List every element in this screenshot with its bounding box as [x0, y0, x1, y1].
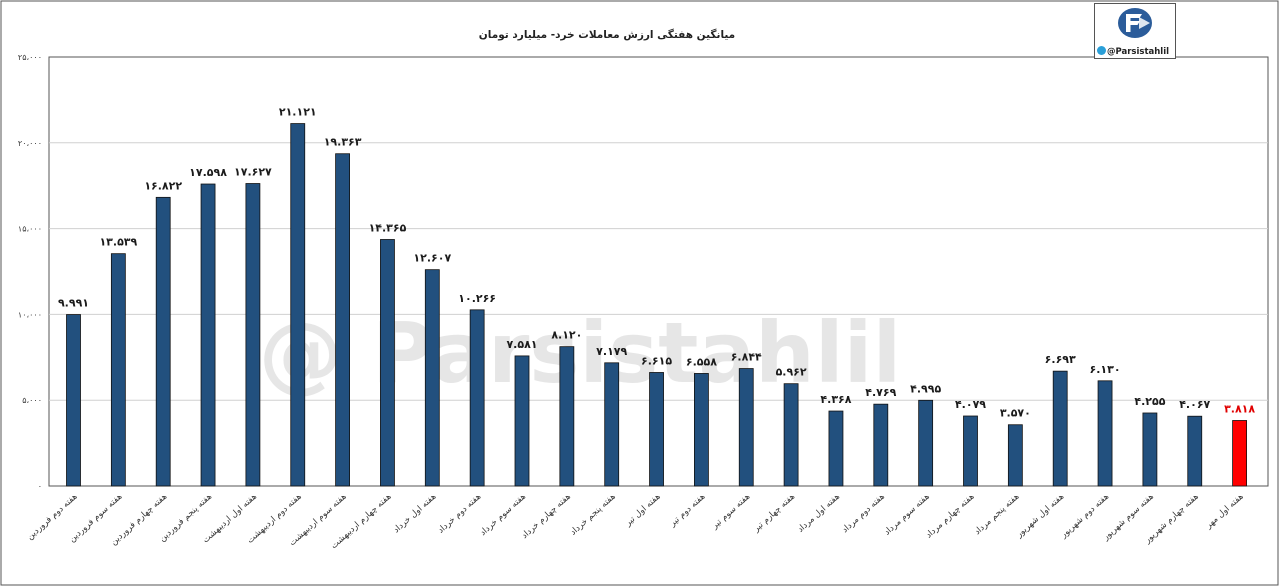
bar-data-label: ۱۰.۲۶۶ — [458, 292, 496, 305]
logo-handle: @Parsistahlil — [1097, 46, 1175, 57]
y-tick-label: ۲۰،۰۰۰ — [18, 139, 42, 148]
bar — [649, 372, 664, 487]
bar — [245, 183, 261, 487]
bar-data-label: ۶.۱۳۰ — [1090, 363, 1121, 376]
watermark: @ Parsistahlil — [259, 304, 901, 402]
bar-data-label: ۱۴.۳۶۵ — [369, 221, 407, 234]
bar-data-label: ۶.۶۱۵ — [641, 354, 672, 367]
bar — [200, 183, 216, 487]
bar — [918, 399, 934, 487]
bar — [469, 309, 485, 487]
logo-handle-text: @Parsistahlil — [1107, 47, 1170, 57]
bar — [1007, 424, 1023, 487]
parsistahlil-logo-icon — [1118, 8, 1152, 38]
logo: @Parsistahlil — [1094, 3, 1176, 59]
y-tick-label: ۲۵،۰۰۰ — [18, 53, 42, 62]
bar-data-label: ۱۶.۸۲۲ — [144, 179, 182, 192]
bar — [559, 346, 575, 487]
bar-data-label: ۴.۲۵۵ — [1134, 395, 1165, 408]
bar-data-label: ۳.۸۱۸ — [1224, 402, 1255, 415]
bar — [873, 403, 889, 487]
bar-data-label: ۲۱.۱۲۱ — [279, 106, 317, 119]
bar — [694, 373, 709, 487]
chart-title: میانگین هفتگی ارزش معاملات خرد- میلیارد … — [479, 28, 735, 41]
bar — [424, 269, 440, 487]
bar — [66, 314, 81, 487]
bar-data-label: ۱۳.۵۳۹ — [99, 236, 137, 249]
bar-data-label: ۱۷.۵۹۸ — [189, 166, 227, 179]
bar-data-label: ۵.۹۶۲ — [776, 366, 807, 379]
bar — [290, 123, 306, 487]
bar-data-label: ۳.۵۷۰ — [1000, 407, 1031, 420]
bar — [1232, 420, 1247, 487]
bar-data-label: ۴.۳۶۸ — [820, 393, 851, 406]
bar — [1052, 370, 1068, 487]
y-tick-label: ۵،۰۰۰ — [22, 396, 42, 405]
bar-data-label: ۸.۱۲۰ — [551, 329, 582, 342]
bar-data-label: ۴.۰۶۷ — [1179, 398, 1210, 411]
bar — [380, 239, 395, 487]
y-tick-label: ۰ — [38, 482, 42, 491]
bar-data-label: ۷.۱۷۹ — [596, 345, 627, 358]
y-axis: ۰ ۵،۰۰۰ ۱۰،۰۰۰ ۱۵،۰۰۰ ۲۰،۰۰۰ ۲۵،۰۰۰ — [18, 53, 42, 491]
bar — [828, 410, 844, 487]
bar — [155, 196, 171, 487]
bar-data-label: ۴.۷۶۹ — [865, 386, 896, 399]
data-labels: ۹.۹۹۱ ۱۳.۵۳۹ ۱۶.۸۲۲ ۱۷.۵۹۸ ۱۷.۶۲۷ ۲۱.۱۲۱ ۱۹.۳۶… — [58, 106, 1255, 420]
bar-data-label: ۱۹.۳۶۳ — [324, 136, 362, 149]
y-tick-label: ۱۵،۰۰۰ — [18, 225, 42, 234]
bar-data-label: ۶.۸۴۴ — [731, 351, 762, 364]
bar-data-label: ۹.۹۹۱ — [58, 297, 89, 310]
bar-data-label: ۷.۵۸۱ — [506, 338, 537, 351]
bar-data-label: ۱۲.۶۰۷ — [413, 252, 451, 265]
bar — [335, 153, 351, 487]
bar-data-label: ۴.۹۹۵ — [910, 382, 941, 395]
bar — [604, 362, 620, 487]
bar — [110, 253, 126, 487]
bars — [66, 123, 1247, 487]
bar — [1187, 415, 1203, 487]
bar — [963, 415, 978, 487]
bar — [514, 355, 530, 487]
bar-data-label: ۶.۵۵۸ — [686, 355, 717, 368]
bar — [1142, 412, 1158, 487]
bar-data-label: ۴.۰۷۹ — [955, 398, 986, 411]
y-tick-label: ۱۰،۰۰۰ — [18, 310, 42, 319]
bar — [1097, 380, 1113, 487]
bar — [783, 383, 799, 487]
bar-data-label: ۶.۶۹۳ — [1045, 353, 1076, 366]
telegram-icon — [1097, 46, 1106, 55]
bar — [738, 368, 754, 487]
bar-data-label: ۱۷.۶۲۷ — [234, 166, 272, 179]
